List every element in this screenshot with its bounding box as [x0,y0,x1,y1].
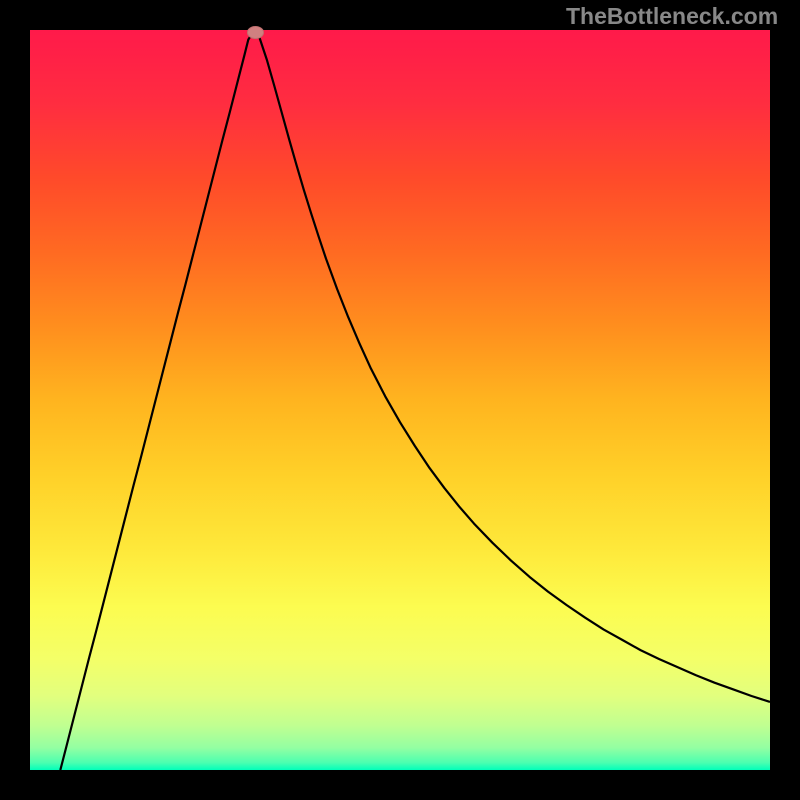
minimum-marker [247,26,264,39]
watermark-label: TheBottleneck.com [566,3,778,30]
chart-container: TheBottleneck.com [0,0,800,800]
plot-area [30,30,770,770]
bottleneck-curve [30,30,770,770]
